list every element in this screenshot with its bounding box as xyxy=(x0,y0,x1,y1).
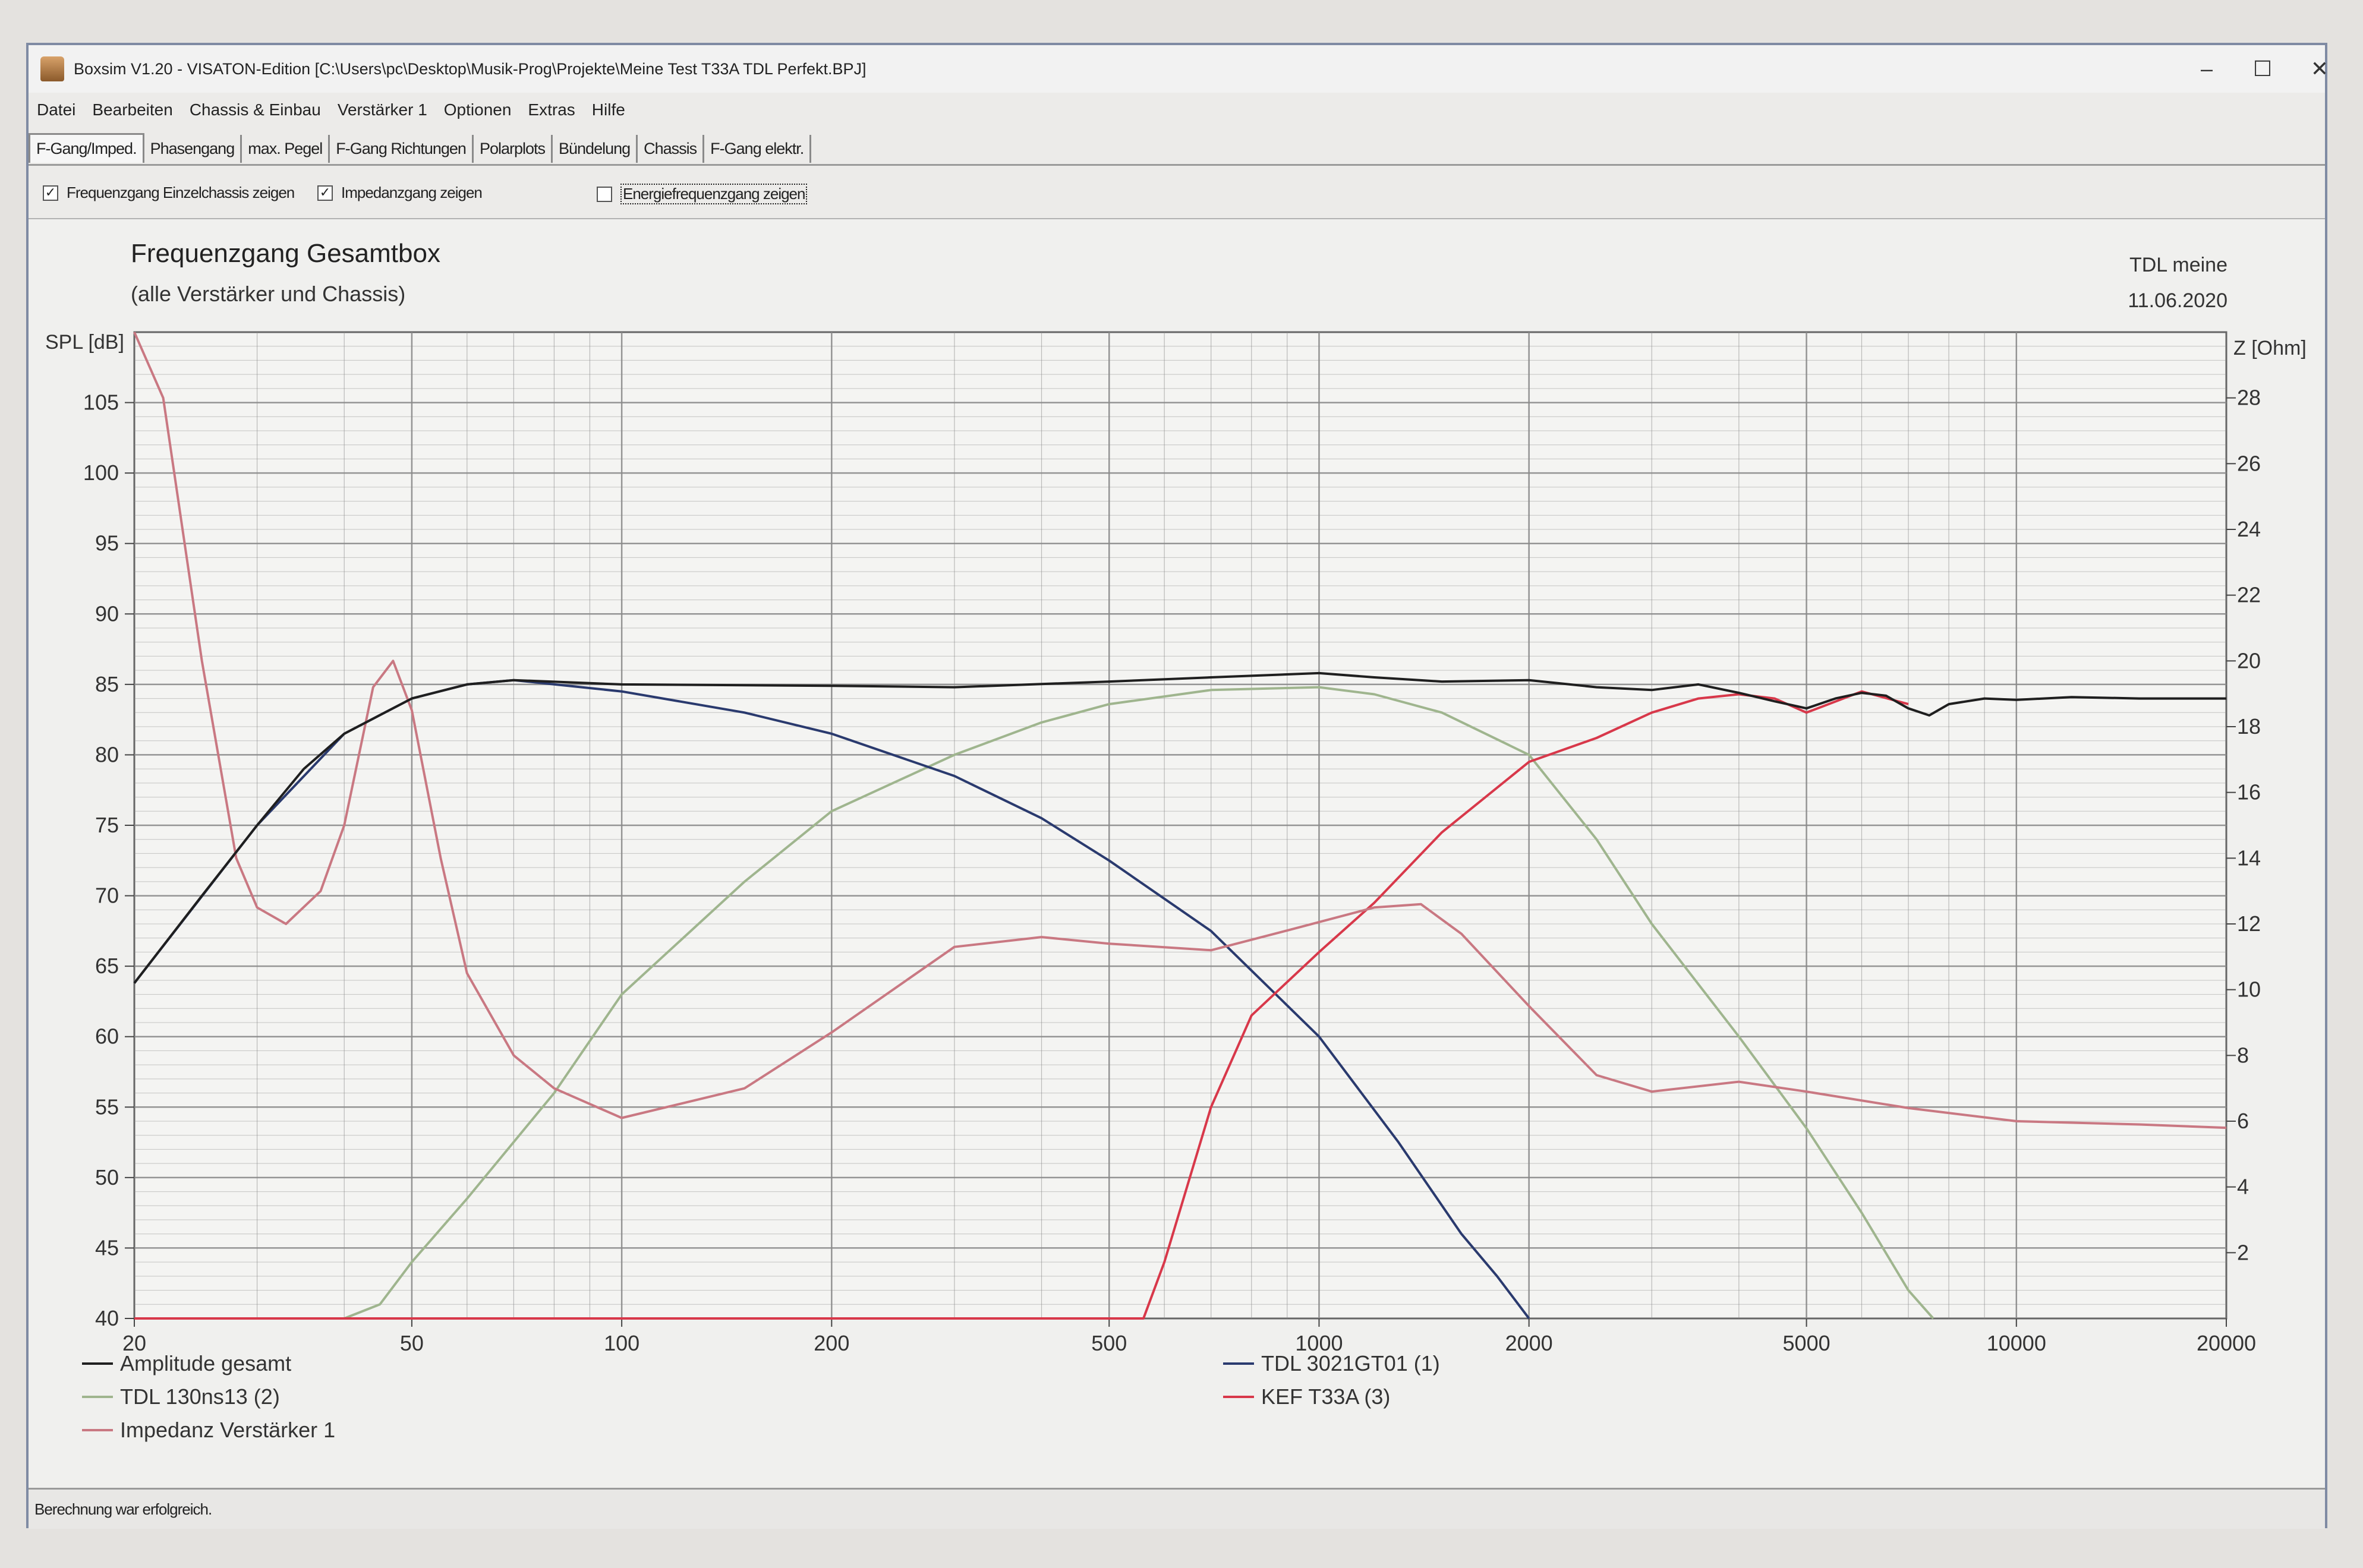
menu-bar: Datei Bearbeiten Chassis & Einbau Verstä… xyxy=(29,93,2325,127)
menu-verstaerker[interactable]: Verstärker 1 xyxy=(337,100,427,119)
y-tick-label: 65 xyxy=(95,954,119,978)
y-tick-label: 95 xyxy=(95,531,119,556)
y-tick-label: 40 xyxy=(95,1306,119,1330)
y2-tick-label: 22 xyxy=(2237,583,2261,607)
title-bar[interactable]: Boxsim V1.20 - VISATON-Edition [C:\Users… xyxy=(29,45,2329,93)
y2-tick-label: 18 xyxy=(2237,714,2261,739)
checkbox-einzelchassis-label: Frequenzgang Einzelchassis zeigen xyxy=(67,184,295,201)
legend-label: TDL 3021GT01 (1) xyxy=(1261,1351,1440,1375)
checkbox-energiefrequenzgang[interactable]: Energiefrequenzgang zeigen xyxy=(597,184,808,204)
menu-datei[interactable]: Datei xyxy=(37,100,76,119)
x-tick-label: 500 xyxy=(1091,1331,1127,1355)
y-tick-label: 105 xyxy=(83,390,119,415)
y2-tick-label: 26 xyxy=(2237,451,2261,475)
menu-chassis-einbau[interactable]: Chassis & Einbau xyxy=(189,100,321,119)
window-title: Boxsim V1.20 - VISATON-Edition [C:\Users… xyxy=(74,59,867,78)
x-tick-label: 20 xyxy=(122,1331,146,1355)
y2-tick-label: 6 xyxy=(2237,1109,2249,1133)
checkbox-impedanzgang-box[interactable]: ✓ xyxy=(317,185,333,201)
y2-tick-label: 24 xyxy=(2237,517,2261,541)
y2-tick-label: 8 xyxy=(2237,1043,2249,1067)
y2-axis-label: Z [Ohm] xyxy=(2233,337,2307,359)
x-tick-label: 1000 xyxy=(1295,1331,1343,1355)
y-axis-label: SPL [dB] xyxy=(45,331,124,354)
y-tick-label: 45 xyxy=(95,1235,119,1260)
maximize-button[interactable]: ☐ xyxy=(2252,56,2273,81)
checkbox-einzelchassis-box[interactable]: ✓ xyxy=(43,185,58,201)
close-button[interactable]: ✕ xyxy=(2310,56,2329,81)
x-tick-label: 20000 xyxy=(2197,1331,2256,1355)
y2-tick-label: 20 xyxy=(2237,648,2261,673)
boxsim-app-icon xyxy=(40,56,64,81)
options-bar: ✓ Frequenzgang Einzelchassis zeigen ✓ Im… xyxy=(29,166,2325,220)
x-tick-label: 10000 xyxy=(1987,1331,2046,1355)
legend-label: Impedanz Verstärker 1 xyxy=(120,1418,335,1442)
menu-extras[interactable]: Extras xyxy=(528,100,575,119)
checkbox-energiefrequenzgang-box[interactable] xyxy=(597,186,612,202)
tab-phasengang[interactable]: Phasengang xyxy=(144,135,242,163)
y2-tick-label: 16 xyxy=(2237,780,2261,804)
menu-bearbeiten[interactable]: Bearbeiten xyxy=(92,100,173,119)
y2-tick-label: 2 xyxy=(2237,1240,2249,1264)
x-tick-label: 200 xyxy=(814,1331,849,1355)
tab-buendelung[interactable]: Bündelung xyxy=(553,135,638,163)
y-tick-label: 85 xyxy=(95,672,119,696)
app-window: Boxsim V1.20 - VISATON-Edition [C:\Users… xyxy=(26,43,2329,1529)
status-text: Berechnung war erfolgreich. xyxy=(34,1500,212,1518)
tab-fgang-richtungen[interactable]: F-Gang Richtungen xyxy=(330,135,474,163)
legend-label: KEF T33A (3) xyxy=(1261,1384,1390,1409)
series-line-5 xyxy=(133,332,2227,1130)
y-tick-label: 75 xyxy=(95,813,119,837)
series-line-3 xyxy=(344,686,1934,1320)
checkbox-impedanzgang-label: Impedanzgang zeigen xyxy=(341,184,483,201)
chart-legend: Amplitude gesamt TDL 130ns13 (2) Impedanz … xyxy=(82,1351,1440,1442)
chart-title: Frequenzgang Gesamtbox xyxy=(131,239,440,268)
legend-label: TDL 130ns13 (2) xyxy=(120,1384,280,1409)
x-tick-label: 2000 xyxy=(1505,1331,1553,1355)
y-tick-label: 60 xyxy=(95,1024,119,1049)
tab-fgang-imped[interactable]: F-Gang/Imped. xyxy=(29,133,144,163)
tab-polarplots[interactable]: Polarplots xyxy=(474,135,553,163)
chart-subtitle: (alle Verstärker und Chassis) xyxy=(131,282,405,306)
y-tick-label: 50 xyxy=(95,1165,119,1190)
y-tick-label: 55 xyxy=(95,1094,119,1119)
chart-series xyxy=(133,332,2227,1320)
menu-optionen[interactable]: Optionen xyxy=(443,100,512,119)
frequency-response-chart: Frequenzgang Gesamtbox (alle Verstärker … xyxy=(29,219,2325,1490)
y2-tick-label: 10 xyxy=(2237,977,2261,1002)
y-tick-label: 100 xyxy=(83,460,119,485)
minimize-button[interactable]: – xyxy=(2200,56,2213,81)
x-tick-label: 50 xyxy=(400,1331,424,1355)
legend-label: Amplitude gesamt xyxy=(120,1351,291,1375)
status-bar: Berechnung war erfolgreich. xyxy=(29,1488,2325,1529)
checkbox-einzelchassis[interactable]: ✓ Frequenzgang Einzelchassis zeigen xyxy=(43,184,295,202)
y2-tick-label: 12 xyxy=(2237,911,2261,936)
y2-tick-label: 4 xyxy=(2237,1175,2249,1199)
tab-chassis[interactable]: Chassis xyxy=(638,135,705,163)
chart-annotation-name: TDL meine xyxy=(2129,254,2227,276)
y2-tick-label: 28 xyxy=(2237,386,2261,410)
y2-tick-label: 14 xyxy=(2237,845,2261,870)
x-tick-label: 100 xyxy=(604,1331,639,1355)
y-tick-label: 70 xyxy=(95,884,119,908)
chart-grid xyxy=(133,331,2227,1320)
tab-panel-fgang-imped: ✓ Frequenzgang Einzelchassis zeigen ✓ Im… xyxy=(29,164,2325,1490)
y-tick-label: 90 xyxy=(95,601,119,626)
tab-bar: F-Gang/Imped. Phasengang max. Pegel F-Ga… xyxy=(29,128,2325,163)
chart-annotation-date: 11.06.2020 xyxy=(2128,289,2227,312)
chart-axes: 4045505560657075808590951001052468101214… xyxy=(83,386,2261,1355)
checkbox-energiefrequenzgang-label: Energiefrequenzgang zeigen xyxy=(620,184,808,204)
checkbox-impedanzgang[interactable]: ✓ Impedanzgang zeigen xyxy=(317,184,483,202)
tab-fgang-elektr[interactable]: F-Gang elektr. xyxy=(704,135,812,163)
tab-max-pegel[interactable]: max. Pegel xyxy=(242,135,330,163)
menu-hilfe[interactable]: Hilfe xyxy=(591,100,625,119)
y-tick-label: 80 xyxy=(95,742,119,766)
series-line-1 xyxy=(133,671,2226,984)
x-tick-label: 5000 xyxy=(1783,1331,1830,1355)
